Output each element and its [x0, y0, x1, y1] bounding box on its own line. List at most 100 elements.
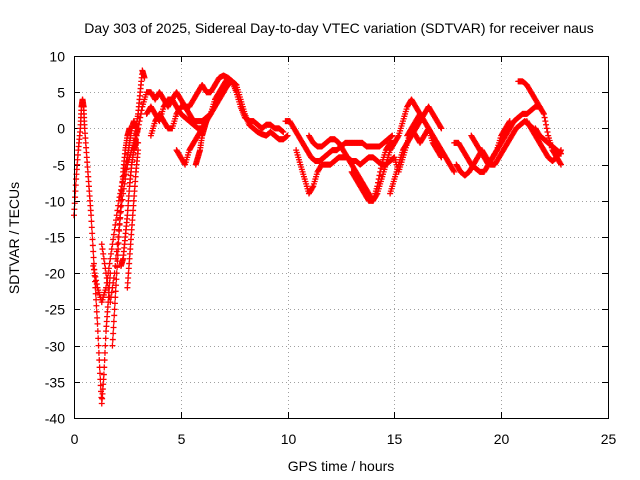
data-point: [99, 246, 106, 253]
data-point: [113, 276, 120, 283]
data-point: [114, 252, 121, 259]
x-tick-label: 15: [387, 431, 403, 447]
data-point: [98, 241, 105, 248]
data-point: [109, 342, 116, 349]
data-point: [394, 133, 401, 140]
data-point: [113, 212, 120, 219]
x-axis-label: GPS time / hours: [288, 458, 395, 474]
series-track-05: [109, 125, 133, 349]
data-point: [93, 277, 100, 284]
data-point: [141, 74, 148, 81]
series-track-12: [192, 118, 210, 168]
data-point: [541, 114, 548, 121]
y-tick-label: -30: [45, 339, 65, 355]
x-tick-label: 5: [178, 431, 186, 447]
data-point: [96, 357, 103, 364]
y-tick-label: -40: [45, 411, 65, 427]
data-point: [115, 246, 122, 253]
data-point: [72, 182, 79, 189]
series-track-19: [404, 110, 458, 175]
data-point: [94, 328, 101, 335]
data-point: [111, 306, 118, 313]
data-point: [108, 246, 115, 253]
series-track-07: [124, 147, 142, 291]
data-point: [136, 118, 143, 125]
data-point: [437, 124, 444, 131]
data-points: [71, 67, 565, 407]
series-track-02: [80, 103, 114, 407]
data-point: [109, 284, 116, 291]
data-point: [72, 194, 79, 201]
data-point: [101, 260, 108, 267]
data-point: [137, 114, 144, 121]
data-point: [389, 132, 396, 139]
data-point: [376, 172, 383, 179]
data-point: [93, 302, 100, 309]
x-tick-label: 20: [494, 431, 510, 447]
data-point: [88, 218, 95, 225]
data-point: [95, 335, 102, 342]
data-point: [134, 129, 141, 136]
data-point: [135, 121, 142, 128]
data-point: [95, 342, 102, 349]
data-point: [110, 324, 117, 331]
data-point: [98, 394, 105, 401]
data-point: [109, 336, 116, 343]
data-point: [373, 191, 380, 198]
data-point: [123, 166, 130, 173]
series-track-22: [468, 118, 513, 168]
data-point: [110, 231, 117, 238]
data-point: [93, 281, 100, 288]
data-point: [94, 320, 101, 327]
data-point: [114, 264, 121, 271]
x-tick-label: 10: [281, 431, 297, 447]
data-point: [89, 242, 96, 249]
data-point: [118, 202, 125, 209]
data-point: [93, 308, 100, 315]
data-point: [100, 371, 107, 378]
y-tick-label: 5: [57, 85, 65, 101]
data-point: [116, 215, 123, 222]
data-point: [132, 139, 139, 146]
data-point: [101, 357, 108, 364]
y-tick-label: 0: [57, 121, 65, 137]
y-tick-label: -15: [45, 230, 65, 246]
data-point: [542, 118, 549, 125]
x-tick-label: 25: [601, 431, 617, 447]
data-point: [90, 262, 97, 269]
y-tick-label: -5: [53, 158, 66, 174]
data-point: [112, 288, 119, 295]
data-point: [280, 129, 287, 136]
data-point: [88, 224, 95, 231]
data-point: [89, 236, 96, 243]
data-point: [309, 184, 316, 191]
data-point: [92, 290, 99, 297]
data-point: [108, 289, 115, 296]
data-point: [540, 109, 547, 116]
data-point: [137, 110, 144, 117]
data-point: [107, 299, 114, 306]
data-point: [90, 254, 97, 261]
data-point: [116, 221, 123, 228]
data-point: [88, 212, 95, 219]
data-point: [115, 240, 122, 247]
data-point: [110, 318, 117, 325]
x-tick-label: 0: [71, 431, 79, 447]
data-point: [506, 119, 513, 126]
data-point: [117, 203, 124, 210]
data-point: [101, 364, 108, 371]
data-point: [90, 266, 97, 273]
series-track-03: [90, 67, 148, 306]
data-point: [107, 255, 114, 262]
data-point: [111, 300, 118, 307]
data-point: [543, 121, 550, 128]
data-point: [96, 370, 103, 377]
data-point: [100, 255, 107, 262]
data-point: [377, 165, 384, 172]
data-point: [117, 186, 124, 193]
data-point: [131, 143, 138, 150]
data-point: [89, 230, 96, 237]
data-point: [114, 241, 121, 248]
data-point: [112, 294, 119, 301]
data-point: [102, 335, 109, 342]
